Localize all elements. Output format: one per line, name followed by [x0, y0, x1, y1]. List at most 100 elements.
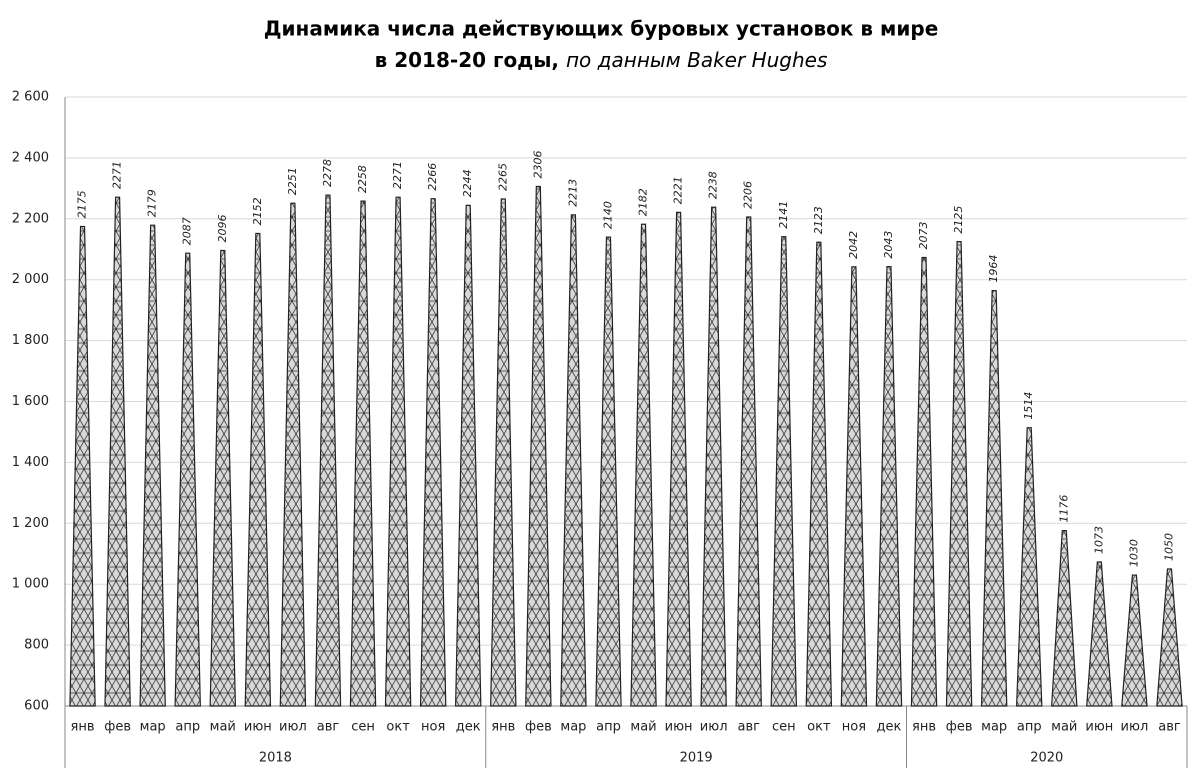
bar: [244, 232, 272, 707]
bar: [454, 204, 482, 707]
bar: [349, 200, 377, 707]
source: по данным Baker Hughes: [566, 48, 827, 72]
bar: [560, 214, 587, 707]
bar: [104, 196, 131, 707]
value-label: 2221: [672, 176, 685, 204]
value-label: 2073: [917, 221, 930, 249]
value-label: 2140: [601, 201, 614, 229]
bar: [1156, 568, 1183, 707]
chart-subtitle: в 2018-20 годы, по данным Baker Hughes: [375, 48, 828, 72]
x-tick-label: янв: [71, 720, 95, 735]
bar: [1086, 561, 1113, 707]
bar: [384, 196, 412, 707]
group-label: 2019: [680, 751, 713, 766]
bar: [209, 249, 237, 707]
value-label: 2123: [812, 206, 825, 234]
y-tick-label: 2 000: [12, 272, 49, 287]
x-tick-label: фев: [946, 720, 973, 735]
value-label: 2125: [952, 206, 965, 234]
value-label: 1073: [1092, 526, 1105, 554]
x-tick-label: янв: [912, 720, 936, 735]
x-tick-label: май: [1051, 720, 1077, 735]
x-tick-label: авг: [1158, 720, 1181, 735]
bar: [139, 224, 166, 707]
value-label: 2271: [391, 161, 404, 189]
x-tick-label: фев: [104, 720, 131, 735]
bar: [805, 241, 833, 707]
x-tick-label: сен: [351, 720, 375, 735]
bar: [630, 223, 657, 707]
bar: [665, 211, 692, 707]
value-label: 2096: [216, 214, 229, 242]
y-tick-label: 1 800: [12, 333, 49, 348]
x-tick-label: дек: [456, 720, 481, 735]
value-label: 2271: [111, 161, 124, 189]
value-label: 2087: [181, 217, 194, 245]
x-tick-label: авг: [317, 720, 340, 735]
x-tick-label: дек: [877, 720, 902, 735]
x-tick-label: июл: [1121, 720, 1149, 735]
y-tick-label: 1 200: [12, 516, 49, 531]
y-tick-label: 1 400: [12, 455, 49, 470]
x-tick-label: сен: [772, 720, 796, 735]
x-tick-label: май: [630, 720, 656, 735]
value-label: 2306: [531, 151, 544, 179]
x-tick-label: июл: [279, 720, 307, 735]
x-tick-label: апр: [1017, 720, 1042, 735]
bar: [910, 256, 938, 707]
value-label: 2238: [707, 171, 720, 199]
y-tick-label: 2 200: [12, 211, 49, 226]
x-tick-label: мар: [981, 720, 1007, 735]
bar: [875, 266, 903, 707]
value-label: 1030: [1127, 539, 1140, 567]
x-tick-label: июл: [700, 720, 728, 735]
chart-title: Динамика числа действующих буровых устан…: [264, 17, 939, 41]
value-label: 2043: [882, 231, 895, 259]
bar: [700, 206, 727, 707]
value-label: 2152: [251, 197, 264, 225]
x-tick-label: янв: [491, 720, 515, 735]
bar: [174, 252, 201, 707]
value-label: 2244: [461, 169, 474, 197]
bar: [490, 198, 517, 707]
value-label: 2206: [742, 181, 755, 209]
subtitle: в 2018-20 годы,: [375, 48, 559, 72]
value-label: 2141: [777, 201, 790, 229]
y-tick-label: 2 400: [12, 150, 49, 165]
y-tick-label: 800: [24, 638, 49, 653]
x-tick-label: окт: [386, 720, 410, 735]
value-label: 1050: [1162, 533, 1175, 561]
y-tick-label: 1 000: [12, 577, 49, 592]
bar: [945, 241, 973, 707]
x-tick-label: май: [210, 720, 236, 735]
x-tick-label: окт: [807, 720, 831, 735]
bar: [279, 202, 307, 707]
value-label: 2265: [496, 163, 509, 191]
y-tick-label: 1 600: [12, 394, 49, 409]
value-label: 2179: [146, 189, 159, 217]
value-label: 2251: [286, 167, 299, 195]
value-label: 2175: [76, 190, 89, 218]
value-label: 2042: [847, 231, 860, 259]
x-tick-label: ноя: [842, 720, 866, 735]
value-label: 1176: [1057, 495, 1070, 523]
bar: [419, 198, 447, 707]
value-label: 2266: [426, 163, 439, 191]
x-tick-label: фев: [525, 720, 552, 735]
bar: [1121, 574, 1148, 707]
x-tick-label: ноя: [421, 720, 445, 735]
y-tick-label: 2 600: [12, 90, 49, 105]
bar: [69, 225, 96, 707]
bar: [525, 185, 552, 707]
bar: [840, 266, 868, 707]
value-label: 2182: [637, 188, 650, 216]
bar: [770, 236, 798, 707]
x-tick-label: мар: [140, 720, 166, 735]
x-tick-label: июн: [665, 720, 693, 735]
x-tick-label: апр: [175, 720, 200, 735]
y-tick-label: 600: [24, 699, 49, 714]
x-tick-label: июн: [1085, 720, 1113, 735]
bar: [735, 216, 762, 707]
group-label: 2018: [259, 751, 292, 766]
value-label: 2213: [566, 179, 579, 207]
